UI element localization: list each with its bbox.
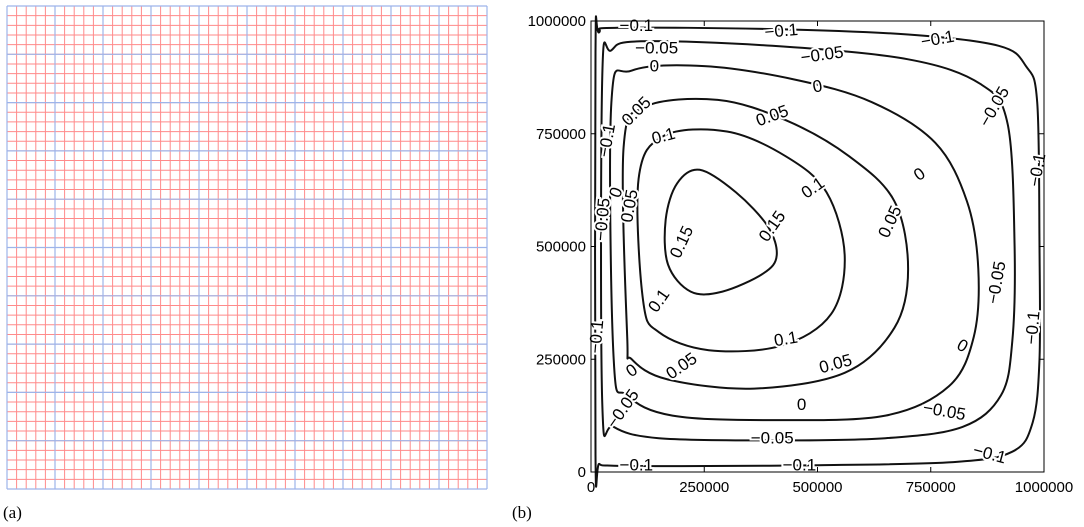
x-tick-labels: 0 250000 500000 750000 1000000 <box>587 479 1073 496</box>
contour-label: 0.05 <box>874 203 905 241</box>
contour-label: −0.1 <box>620 16 654 35</box>
contour-label: −0.05 <box>922 398 968 424</box>
contour-label: −0.1 <box>971 440 1008 467</box>
contour-label: 0 <box>910 164 929 185</box>
contour-label: 0.1 <box>650 124 678 148</box>
contour-line-0.1 <box>636 128 846 353</box>
contour-label: 0.1 <box>772 328 799 351</box>
contour-label: −0.1 <box>620 456 654 475</box>
x-tick-label: 250000 <box>679 479 729 496</box>
contour-line--0.1 <box>594 15 1042 488</box>
contour-label: −0.05 <box>635 39 678 58</box>
contour-label: −0.1 <box>919 27 955 52</box>
x-tick-label: 0 <box>587 479 595 496</box>
contour-label: 0.1 <box>644 285 673 315</box>
mesh-grid <box>6 5 488 490</box>
mesh-panel <box>0 0 500 505</box>
y-tick-label: 500000 <box>536 239 586 256</box>
contour-label: −0.1 <box>1025 152 1050 188</box>
contour-label: −0.1 <box>595 122 620 158</box>
contour-label: 0.15 <box>755 207 790 245</box>
contour-label: 0.05 <box>618 93 655 130</box>
axis-ticks <box>590 20 1045 473</box>
contour-label: 0.05 <box>663 349 701 384</box>
contour-label: 0.05 <box>817 350 854 377</box>
panel-label-a: (a) <box>3 503 22 522</box>
y-tick-label: 0 <box>578 464 586 481</box>
contour-label: 0.15 <box>666 223 697 261</box>
contour-label: 0 <box>622 360 641 381</box>
contour-label: −0.1 <box>586 319 608 354</box>
y-tick-label: 1000000 <box>528 13 586 30</box>
contour-label: −0.05 <box>799 42 844 67</box>
x-tick-label: 750000 <box>906 479 956 496</box>
panel-label-b: (b) <box>512 503 532 522</box>
y-tick-labels: 0 250000 500000 750000 1000000 <box>528 13 586 481</box>
contour-label: −0.1 <box>1022 310 1044 345</box>
contour-label: −0.1 <box>783 456 817 475</box>
contour-label: −0.05 <box>603 386 643 432</box>
contour-label: 0.05 <box>753 101 791 130</box>
contour-lines <box>594 15 1042 488</box>
contour-line-0.15 <box>663 168 778 296</box>
contour-label: −0.05 <box>983 260 1009 306</box>
contour-panel: −0.1 −0.1 −0.1 −0.05 −0.05 0 0 −0.05 −0.1 0.05 0.0… <box>500 0 1084 505</box>
contour-label: −0.05 <box>751 429 794 448</box>
x-tick-label: 500000 <box>792 479 842 496</box>
contour-label: 0 <box>811 76 824 96</box>
contour-label: −0.1 <box>764 20 799 42</box>
contour-line-0 <box>609 64 980 422</box>
y-tick-label: 250000 <box>536 351 586 368</box>
contour-label: 0.1 <box>798 173 828 202</box>
contour-label: 0 <box>797 395 806 414</box>
mesh-coarse-lines <box>6 5 488 490</box>
contour-line-0.05 <box>621 97 910 390</box>
contour-label: 0 <box>650 57 659 76</box>
y-tick-label: 750000 <box>536 126 586 143</box>
contour-line--0.05 <box>600 40 1016 442</box>
contour-label: −0.05 <box>591 197 614 242</box>
x-tick-label: 1000000 <box>1015 479 1073 496</box>
